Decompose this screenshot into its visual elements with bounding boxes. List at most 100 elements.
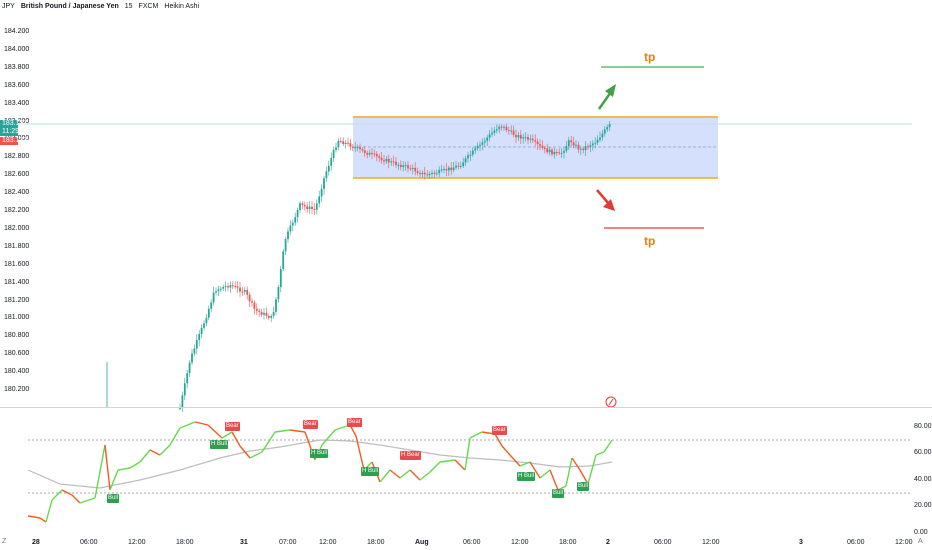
oscillator-segment (355, 435, 365, 471)
candle-body (191, 353, 193, 363)
price-axis-label: 180.200 (4, 386, 30, 393)
candle-body (188, 362, 191, 374)
candle-body (570, 140, 573, 143)
candle-body (260, 311, 263, 315)
candle-body (491, 132, 493, 135)
price-axis-label: 182.800 (4, 153, 30, 161)
candle-body (243, 290, 246, 292)
signal-badge[interactable]: Bear (303, 420, 318, 429)
signal-badge[interactable]: Bear (347, 418, 362, 427)
time-axis-label: 3 (799, 539, 803, 546)
signal-badge[interactable]: Bull (577, 482, 590, 491)
candle-body (438, 170, 441, 174)
oscillator-segment (419, 471, 431, 481)
oscillator-segment (603, 439, 613, 453)
candle-body (179, 407, 181, 409)
oscillator-segment (94, 444, 106, 499)
candle-body (539, 144, 541, 146)
candle-body (368, 152, 371, 155)
candle-body (224, 286, 227, 288)
oscillator-segment (539, 469, 551, 479)
candle-body (495, 129, 498, 131)
signal-badge[interactable]: H Bull (310, 449, 329, 458)
symbol-label: JPY (2, 3, 15, 10)
candle-body (359, 147, 361, 150)
signal-badge[interactable]: H Bull (361, 467, 380, 476)
pane-separator[interactable] (0, 407, 932, 408)
oscillator-segment (509, 454, 521, 467)
candle-body (282, 251, 285, 269)
tp-lower-label[interactable]: tp (644, 234, 656, 248)
price-axis-label: 183.400 (4, 99, 30, 107)
candle-body (313, 208, 316, 210)
candle-body (270, 315, 273, 318)
candle-body (246, 290, 249, 295)
candle-body (397, 164, 400, 166)
signal-badge[interactable]: H Bear (400, 451, 421, 460)
candle-body (308, 206, 311, 210)
candle-body (459, 165, 462, 167)
candle-body (378, 156, 381, 158)
candle-body (327, 165, 330, 172)
signal-badge[interactable]: Bull (552, 489, 565, 498)
candle-body (279, 268, 282, 288)
candle-body (311, 206, 313, 209)
candle-body (215, 291, 217, 293)
candle-body (337, 140, 340, 148)
signal-badge[interactable]: H Bull (210, 440, 229, 449)
candle-body (186, 373, 189, 384)
candle-body (325, 171, 328, 179)
candle-body (248, 294, 251, 302)
oscillator-segment (469, 431, 483, 439)
oscillator-segment (595, 451, 605, 456)
candle-body (404, 165, 407, 167)
candle-body (383, 160, 385, 162)
candle-body (344, 142, 347, 145)
zoom-button[interactable]: Z (2, 538, 7, 545)
range-box[interactable] (353, 117, 718, 178)
charttype-part: Heikin Ashi (164, 3, 200, 10)
candle-body (296, 210, 299, 218)
candle-body (548, 149, 551, 153)
candle-body (217, 289, 220, 292)
price-axis-label: 184.000 (4, 45, 30, 53)
candle-body (361, 149, 364, 151)
price-axis-label: 182.000 (4, 224, 30, 232)
oscillator-segment (45, 499, 53, 523)
candle-body (469, 154, 472, 156)
price-axis-label: 183.600 (4, 81, 30, 89)
signal-badge[interactable]: H Bull (517, 472, 536, 481)
last-price-tag: 183.157 (0, 120, 28, 128)
candle-body (426, 174, 429, 176)
candle-body (471, 150, 474, 155)
oscillator-segment (117, 467, 131, 471)
tp-upper-label[interactable]: tp (644, 50, 656, 64)
candle-body (507, 130, 510, 132)
ind-axis-label: 80.00 (914, 423, 932, 430)
oscillator-segment (439, 459, 456, 463)
signal-badge[interactable]: Bear (225, 422, 240, 431)
price-axis-label: 180.400 (4, 368, 30, 376)
signal-badge[interactable]: Bull (107, 494, 120, 503)
candle-body (231, 285, 234, 287)
oscillator-segment (549, 469, 559, 491)
candle-body (435, 173, 438, 175)
candle-body (287, 231, 289, 240)
candle-body (512, 130, 515, 135)
candle-body (229, 285, 232, 288)
auto-scale-button[interactable]: A (918, 538, 923, 545)
candle-body (363, 150, 366, 153)
candle-body (515, 134, 517, 138)
candle-body (390, 161, 393, 163)
chart-title[interactable]: JPY British Pound / Japanese Yen 15 FXCM… (2, 2, 199, 11)
price-axis-label: 181.600 (4, 260, 30, 268)
candle-body (481, 142, 484, 145)
candle-body (371, 152, 373, 154)
candle-body (198, 333, 201, 341)
interval-part: 15 (124, 3, 133, 10)
candle-body (416, 171, 419, 174)
oscillator-segment (289, 429, 306, 433)
candle-body (193, 348, 196, 354)
signal-badge[interactable]: Bear (492, 426, 507, 435)
